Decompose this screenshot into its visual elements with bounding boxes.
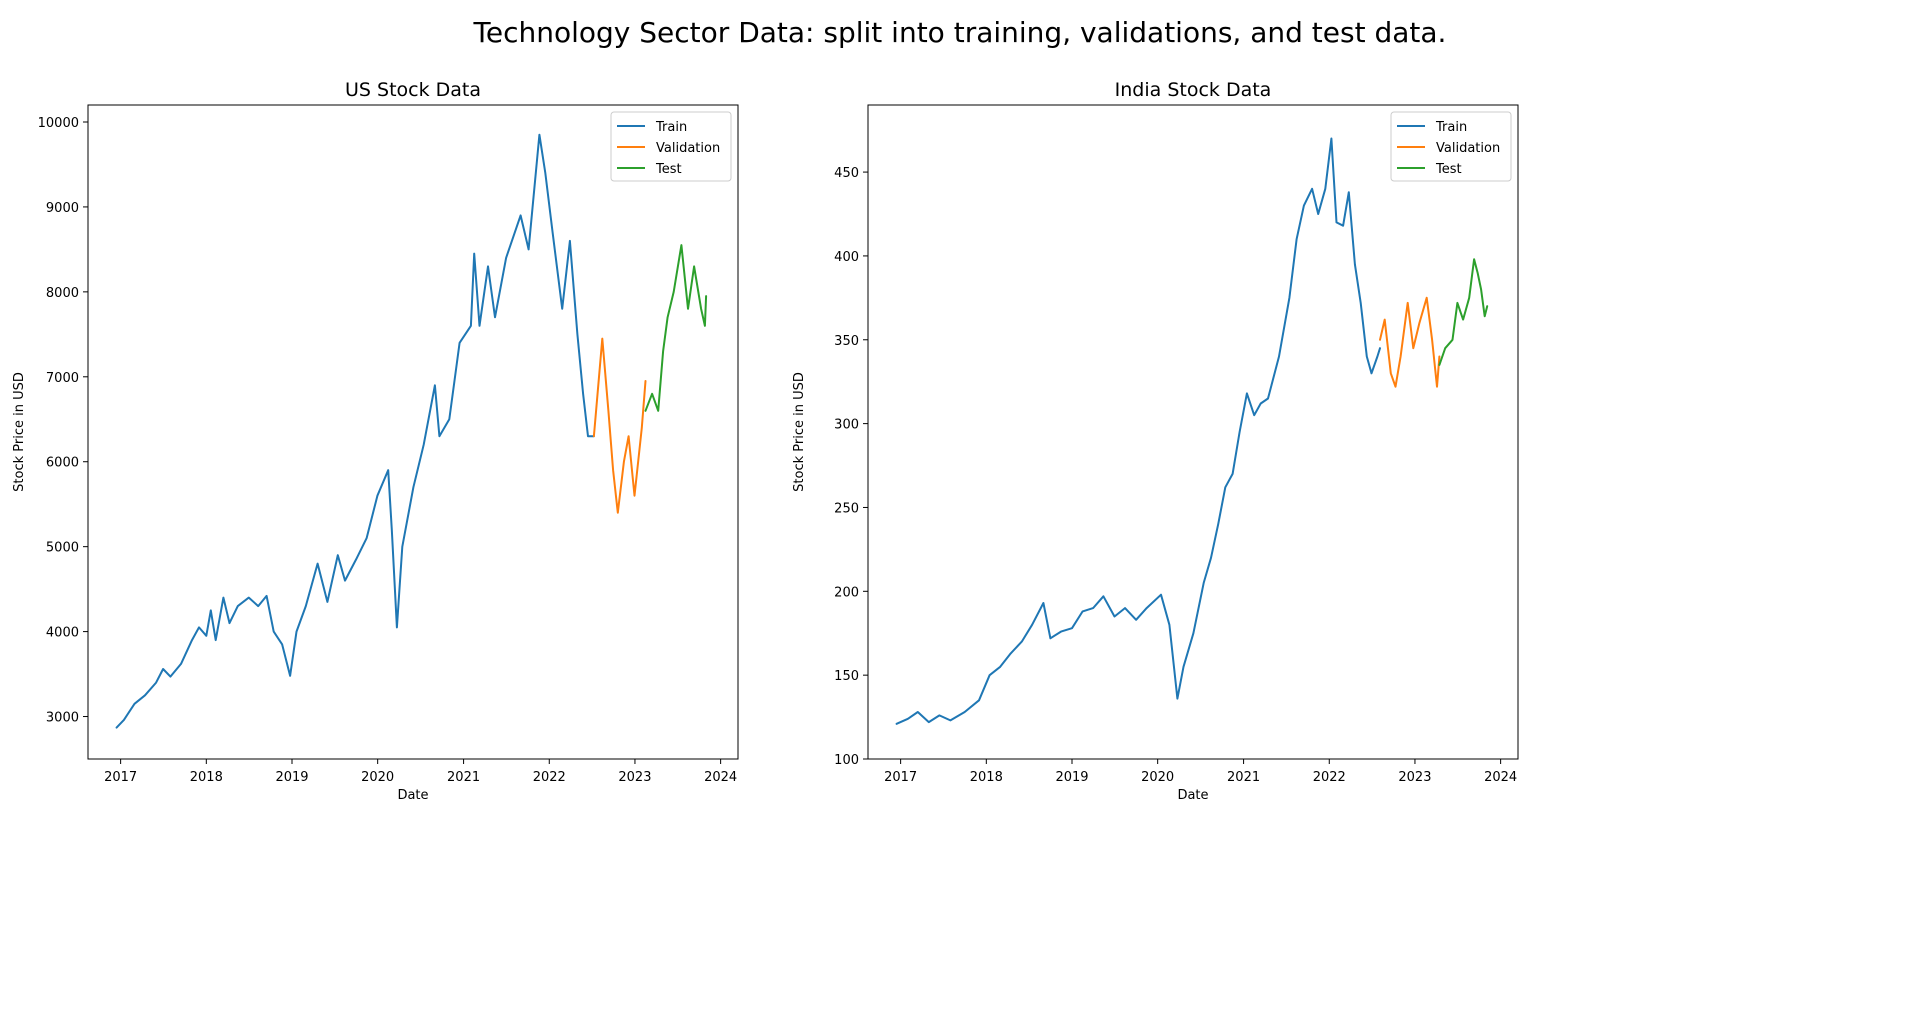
- us-legend-box: [610, 111, 732, 182]
- us-ytick-label: 4000: [46, 626, 79, 641]
- india-xtick-label: 2020: [1141, 770, 1174, 785]
- figure-title: Technology Sector Data: split into train…: [473, 16, 1447, 49]
- india-xtick-label: 2021: [1227, 770, 1260, 785]
- us-series-test: [644, 244, 708, 412]
- us-ytick-label: 9000: [46, 201, 79, 216]
- us-series-validation: [592, 337, 647, 514]
- us-xtick-label: 2023: [618, 770, 651, 785]
- us-xtick-label: 2017: [104, 770, 137, 785]
- us-xtick-label: 2019: [275, 770, 308, 785]
- india-ytick-label: 300: [834, 418, 859, 433]
- india-series-validation: [1379, 296, 1441, 388]
- us-xtick-label: 2022: [533, 770, 566, 785]
- us-series-train: [115, 133, 595, 729]
- india-ytick-label: 100: [834, 753, 859, 768]
- india-legend-label-validation: Validation: [1436, 141, 1500, 156]
- us-ytick-label: 7000: [46, 371, 79, 386]
- india-chart-title: India Stock Data: [1115, 79, 1272, 101]
- us-ytick-label: 6000: [46, 456, 79, 471]
- us-x-axis-label: Date: [397, 788, 428, 803]
- us-panel: 2017 2018 2019 2020 2021 2022 2023 2024 3000 4000…: [12, 79, 739, 803]
- india-ytick-label: 450: [834, 166, 859, 181]
- us-legend-label-train: Train: [655, 120, 687, 135]
- india-panel: 2017 2018 2019 2020 2021 2022 2023 2024 100 150 20…: [792, 79, 1519, 803]
- us-legend: Train Validation Test: [610, 111, 732, 182]
- india-ytick-label: 400: [834, 250, 859, 265]
- india-xtick-label: 2022: [1313, 770, 1346, 785]
- us-y-axis-label: Stock Price in USD: [12, 372, 27, 492]
- india-series-train: [895, 137, 1381, 725]
- india-xtick-label: 2023: [1398, 770, 1431, 785]
- us-xtick-label: 2021: [447, 770, 480, 785]
- india-axes-frame: [867, 104, 1519, 760]
- india-legend-label-train: Train: [1435, 120, 1467, 135]
- us-legend-label-validation: Validation: [656, 141, 720, 156]
- india-ytick-label: 200: [834, 585, 859, 600]
- us-legend-label-test: Test: [655, 162, 682, 177]
- india-xtick-label: 2018: [970, 770, 1003, 785]
- us-chart-title: US Stock Data: [345, 79, 481, 101]
- us-xtick-label: 2024: [704, 770, 737, 785]
- us-ytick-label: 3000: [46, 711, 79, 726]
- us-axes-frame: [87, 104, 739, 760]
- us-ytick-label: 10000: [38, 116, 79, 131]
- india-legend-box: [1390, 111, 1512, 182]
- us-xtick-label: 2020: [361, 770, 394, 785]
- india-ytick-label: 150: [834, 669, 859, 684]
- india-legend: Train Validation Test: [1390, 111, 1512, 182]
- us-xtick-label: 2018: [190, 770, 223, 785]
- india-ytick-label: 250: [834, 501, 859, 516]
- india-xtick-label: 2019: [1055, 770, 1088, 785]
- us-ytick-label: 5000: [46, 541, 79, 556]
- india-xtick-label: 2024: [1484, 770, 1517, 785]
- india-legend-label-test: Test: [1435, 162, 1462, 177]
- india-xtick-label: 2017: [884, 770, 917, 785]
- india-y-axis-label: Stock Price in USD: [792, 372, 807, 492]
- india-x-axis-label: Date: [1177, 788, 1208, 803]
- us-ytick-label: 8000: [46, 286, 79, 301]
- india-series-test: [1438, 258, 1489, 366]
- india-ytick-label: 350: [834, 334, 859, 349]
